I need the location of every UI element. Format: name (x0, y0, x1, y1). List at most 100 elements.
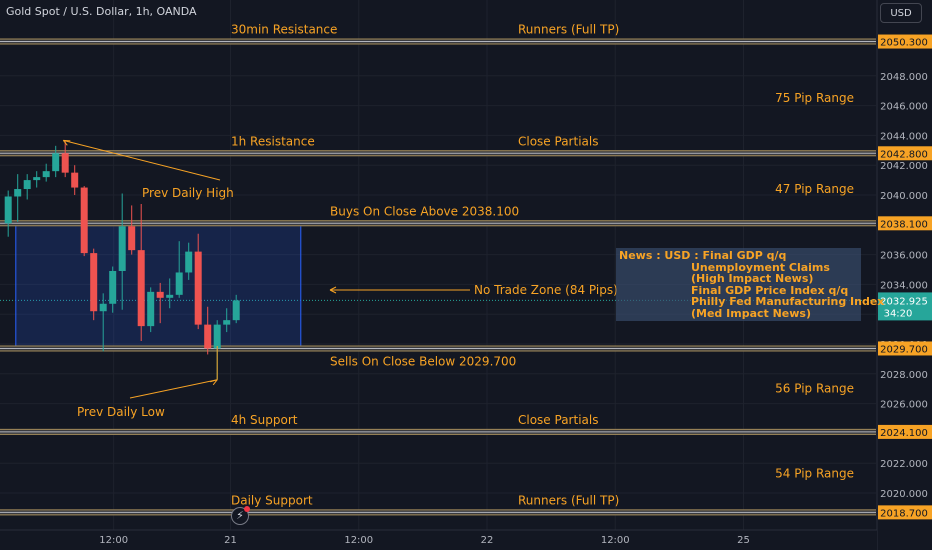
candle-body[interactable] (109, 270, 117, 304)
level-price-tag (878, 216, 932, 231)
prev-high-arrow (63, 139, 221, 181)
level-price-tag (878, 146, 932, 161)
level-lines (0, 38, 876, 516)
time-tick-label: 25 (737, 535, 750, 546)
arrow-head (62, 139, 71, 146)
time-tick-label: 12:00 (344, 535, 373, 546)
time-tick-label: 21 (224, 535, 237, 546)
price-tick-label: 2026.000 (880, 400, 928, 411)
annotations: 30min Resistance Runners (Full TP) 1h Resi… (62, 23, 854, 507)
price-tick-label: 2040.000 (880, 191, 928, 202)
candle-body[interactable] (185, 251, 193, 273)
candle-body[interactable] (33, 177, 41, 181)
level-label: Sells On Close Below 2029.700 (330, 354, 516, 368)
news-line: (Med Impact News) (691, 306, 812, 320)
news-line: Unemployment Claims (691, 260, 830, 274)
candle-body[interactable] (23, 180, 31, 190)
candle-body[interactable] (118, 226, 126, 271)
prev-daily-low-label: Prev Daily Low (77, 405, 165, 419)
candle-body[interactable] (204, 324, 212, 349)
candle-body[interactable] (14, 189, 22, 197)
candle-body[interactable] (137, 250, 145, 327)
time-axis-bg (0, 530, 877, 550)
time-tick-label: 22 (481, 535, 494, 546)
news-line: (High Impact News) (691, 272, 814, 286)
candle-body[interactable] (213, 324, 221, 349)
candle-body[interactable] (147, 291, 155, 327)
price-tick-label: 2048.000 (880, 72, 928, 83)
level-price-tag (878, 34, 932, 49)
level-price-tag-label: 2029.700 (880, 344, 928, 355)
lightning-replay-icon[interactable]: ⚡ (231, 506, 250, 525)
candle-body[interactable] (61, 153, 69, 173)
pip-range-label: 47 Pip Range (775, 182, 854, 196)
price-tick-label: 2046.000 (880, 102, 928, 113)
prev-daily-high-label: Prev Daily High (142, 186, 234, 200)
candle-body[interactable] (52, 153, 60, 172)
candle-body[interactable] (99, 303, 107, 312)
grid-lines (0, 0, 876, 530)
level-price-tag (878, 505, 932, 520)
prev-low-arrow (129, 379, 218, 399)
level-label: 30min Resistance (231, 23, 337, 37)
arrow-head (329, 286, 337, 294)
candle-body[interactable] (90, 253, 98, 312)
pip-range-label: 56 Pip Range (775, 382, 854, 396)
price-tick-label: 2042.000 (880, 161, 928, 172)
level-label: Buys On Close Above 2038.100 (330, 204, 519, 218)
level-price-tag-label: 2038.100 (880, 219, 928, 230)
level-label: Close Partials (518, 134, 598, 148)
level-price-tag-label: 2024.100 (880, 428, 928, 439)
candles[interactable] (4, 141, 240, 380)
candle-body[interactable] (194, 251, 202, 325)
level-price-tag-label: 2050.300 (880, 38, 928, 49)
no-trade-zone (15, 222, 302, 349)
news-line: News : USD : Final GDP q/q (619, 249, 787, 262)
arrow-head (210, 379, 218, 386)
currency-button[interactable]: USD (880, 3, 922, 23)
level-label: Daily Support (231, 493, 313, 507)
candle-body[interactable] (166, 294, 174, 298)
candle-body[interactable] (80, 187, 88, 254)
level-label: Runners (Full TP) (518, 493, 619, 507)
candle-body[interactable] (42, 171, 50, 178)
candle-body[interactable] (175, 272, 183, 295)
level-label: Runners (Full TP) (518, 23, 619, 37)
pip-range-label: 54 Pip Range (775, 467, 854, 481)
current-price-tag (878, 292, 932, 321)
level-price-tag (878, 341, 932, 356)
price-tick-label: 2028.000 (880, 370, 928, 381)
price-tick-label: 2020.000 (880, 489, 928, 500)
time-tick-label: 12:00 (601, 535, 630, 546)
time-tick-label: 12:00 (99, 535, 128, 546)
time-axis[interactable]: 12:00 21 12:00 22 12:00 25 (0, 529, 877, 550)
price-tick-label: 2044.000 (880, 131, 928, 142)
price-tick-label: 2034.000 (880, 280, 928, 291)
level-price-tag (878, 424, 932, 439)
candle-body[interactable] (156, 291, 164, 298)
price-tick-label: 2036.000 (880, 251, 928, 262)
chart-title: Gold Spot / U.S. Dollar, 1h, OANDA (6, 5, 197, 18)
candle-body[interactable] (232, 300, 240, 321)
level-label: 1h Resistance (231, 134, 315, 148)
level-label: Close Partials (518, 413, 598, 427)
price-axis[interactable]: 2020.0002022.0002024.0002026.0002028.000… (876, 0, 932, 550)
alert-dot (244, 506, 250, 512)
candle-body[interactable] (71, 172, 79, 188)
candle-body[interactable] (223, 320, 231, 325)
no-trade-zone-label: No Trade Zone (84 Pips) (474, 283, 618, 297)
price-tick-label: 2022.000 (880, 459, 928, 470)
news-line: Philly Fed Manufacturing Index (691, 295, 885, 309)
level-label: 4h Support (231, 413, 298, 427)
bar-countdown-label: 34:20 (884, 308, 913, 319)
no-trade-zone-box (15, 222, 302, 349)
price-axis-bg (877, 0, 932, 550)
candle-body[interactable] (128, 226, 136, 251)
current-price-label: 2032.925 (880, 296, 928, 307)
level-price-tag-label: 2042.800 (880, 149, 928, 160)
level-price-tag-label: 2018.700 (880, 508, 928, 519)
news-box: News : USD : Final GDP q/q Unemployment … (616, 248, 885, 321)
candle-body[interactable] (4, 196, 12, 224)
news-line: Final GDP Price Index q/q (691, 283, 849, 297)
